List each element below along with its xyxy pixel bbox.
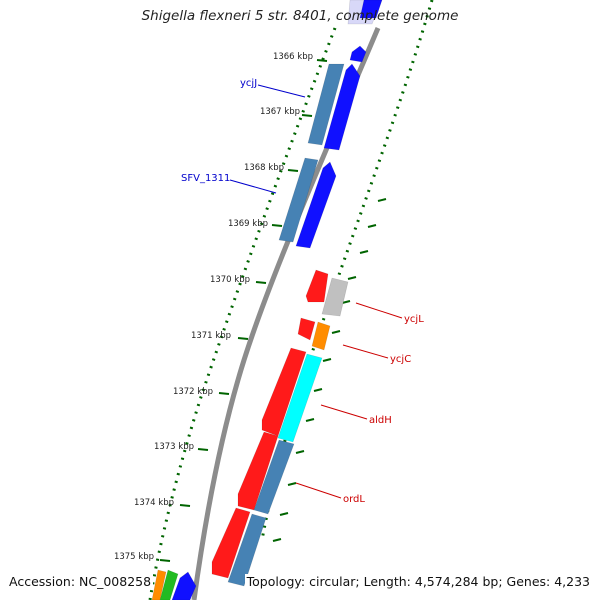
outer-tick bbox=[341, 300, 351, 304]
ruler-tick bbox=[159, 559, 171, 562]
ruler-label: 1370 kbp bbox=[210, 275, 250, 285]
ruler-tick bbox=[179, 504, 191, 507]
gene-label: ycjC bbox=[390, 354, 411, 365]
outer-tick bbox=[295, 450, 305, 454]
orange-gene-ycjC bbox=[311, 321, 331, 351]
outer-tick bbox=[331, 330, 341, 334]
ruler-tick bbox=[287, 169, 299, 172]
steelblue-gene bbox=[307, 63, 345, 146]
gene-labels: ycjJ SFV_1311 ycjL ycjC aldH ordL bbox=[181, 78, 424, 505]
ruler-label: 1369 kbp bbox=[228, 219, 268, 229]
label-leader-line bbox=[320, 404, 368, 420]
label-leader-line bbox=[355, 302, 403, 319]
ruler-tick bbox=[197, 448, 209, 451]
ruler-label: 1368 kbp bbox=[244, 163, 284, 173]
tick-marks: 1366 kbp 1367 kbp 1368 kbp 1369 kbp 1370 kbp… bbox=[114, 52, 387, 562]
steelblue-gene bbox=[278, 157, 319, 243]
map-title: Shigella flexneri 5 str. 8401, complete … bbox=[141, 8, 459, 24]
label-leader-line bbox=[257, 84, 306, 98]
gene-label: ordL bbox=[343, 494, 365, 505]
reverse-gene bbox=[297, 317, 316, 341]
ruler-label: 1374 kbp bbox=[134, 498, 174, 508]
gene-label: ycjJ bbox=[240, 78, 257, 89]
ruler-label: 1375 kbp bbox=[114, 552, 154, 562]
forward-gene bbox=[359, 0, 383, 19]
label-leader-line bbox=[295, 482, 342, 499]
ruler-tick bbox=[271, 224, 283, 227]
orange-gene bbox=[151, 569, 167, 600]
outer-tick bbox=[347, 276, 357, 280]
reverse-gene bbox=[237, 431, 279, 511]
ruler-tick bbox=[237, 337, 249, 340]
forward-gene bbox=[171, 571, 197, 600]
outer-tick bbox=[377, 198, 387, 202]
outer-tick bbox=[279, 512, 289, 516]
steelblue-gene bbox=[227, 513, 267, 587]
genome-summary: Topology: circular; Length: 4,574,284 bp… bbox=[244, 574, 592, 589]
gene-label: aldH bbox=[369, 415, 392, 426]
gene-label: ycjL bbox=[404, 314, 424, 325]
cyan-gene-aldH bbox=[277, 353, 323, 443]
outer-tick bbox=[305, 418, 315, 422]
forward-gene bbox=[349, 45, 367, 63]
green-gene bbox=[159, 569, 179, 600]
reverse-gene bbox=[211, 507, 251, 579]
ruler-label: 1367 kbp bbox=[260, 107, 300, 117]
gray-gene-ycjL bbox=[321, 277, 349, 317]
ruler-label: 1371 kbp bbox=[191, 331, 231, 341]
outer-tick bbox=[313, 388, 323, 392]
gene-label: SFV_1311 bbox=[181, 173, 230, 184]
ruler-tick bbox=[301, 114, 313, 117]
accession-label: Accession: NC_008258 bbox=[7, 574, 154, 589]
label-leader-line bbox=[342, 344, 389, 359]
reverse-gene bbox=[305, 269, 329, 303]
forward-gene-SFV_1311 bbox=[295, 161, 337, 249]
outer-tick bbox=[287, 482, 297, 486]
forward-gene-ycjJ bbox=[323, 63, 361, 151]
outer-tick bbox=[367, 224, 377, 228]
ruler-tick bbox=[218, 392, 230, 395]
ruler-label: 1366 kbp bbox=[273, 52, 313, 62]
outer-tick bbox=[359, 250, 369, 254]
ruler-tick bbox=[316, 59, 328, 62]
label-leader-line bbox=[229, 179, 277, 194]
outer-tick bbox=[322, 358, 332, 362]
ruler-tick bbox=[255, 281, 267, 284]
outer-track bbox=[148, 0, 434, 600]
steelblue-gene-ordL bbox=[253, 439, 295, 515]
reverse-gene bbox=[261, 347, 307, 437]
ruler-label: 1373 kbp bbox=[154, 442, 194, 452]
feature-track bbox=[151, 0, 383, 600]
ruler-label: 1372 kbp bbox=[173, 387, 213, 397]
outer-tick bbox=[272, 538, 282, 542]
